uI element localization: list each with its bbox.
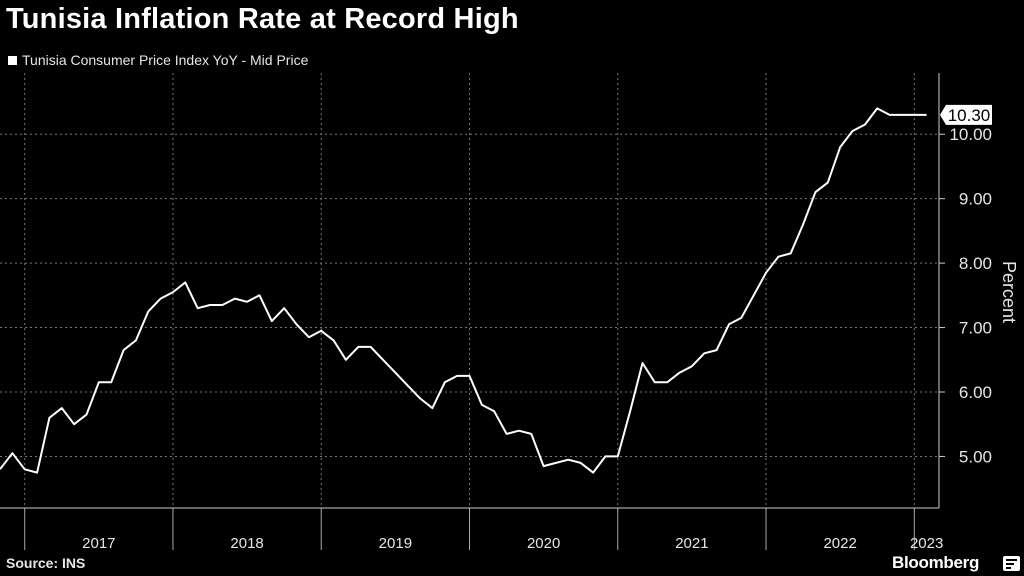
chart-title: Tunisia Inflation Rate at Record High (6, 3, 519, 35)
x-tick-label: 2023 (910, 535, 943, 552)
x-tick-label: 2018 (230, 535, 263, 552)
axes (0, 73, 945, 550)
labels: 5.00 6.00 7.00 8.00 9.00 10.00 2017 2018 2019 202… (82, 104, 1019, 552)
y-tick-label: 5.00 (959, 447, 992, 466)
bloomberg-logo-icon (1003, 556, 1020, 571)
legend-label: Tunisia Consumer Price Index YoY - Mid P… (22, 52, 309, 68)
series-layer (0, 107, 927, 474)
y-tick-label: 8.00 (959, 254, 992, 273)
grid (0, 73, 939, 508)
y-tick-label: 6.00 (959, 383, 992, 402)
last-value-label: 10.30 (948, 106, 991, 125)
x-tick-label: 2019 (379, 535, 412, 552)
x-tick-label: 2021 (675, 535, 708, 552)
legend-swatch (8, 55, 17, 65)
x-tick-label: 2022 (823, 535, 856, 552)
y-tick-label: 7.00 (959, 319, 992, 338)
x-tick-label: 2020 (527, 535, 560, 552)
y-tick-label: 10.00 (949, 125, 992, 144)
series-line (0, 107, 927, 474)
x-tick-label: 2017 (82, 535, 115, 552)
y-axis-title: Percent (999, 261, 1019, 323)
last-value-callout (940, 104, 992, 125)
brand-wordmark: Bloomberg (892, 553, 980, 572)
y-tick-label: 9.00 (959, 190, 992, 209)
source-note: Source: INS (6, 555, 86, 571)
legend: Tunisia Consumer Price Index YoY - Mid P… (8, 52, 308, 68)
